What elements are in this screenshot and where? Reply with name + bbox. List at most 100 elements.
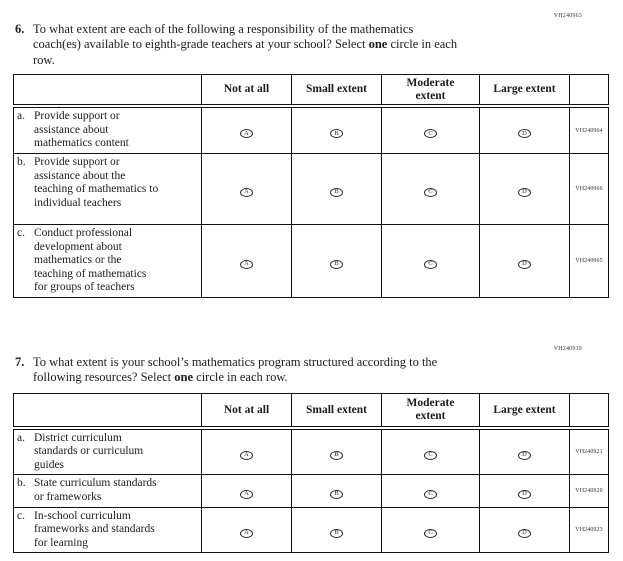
table-row: a. District curriculum standards or curr… <box>13 427 609 476</box>
row-stem: b. State curriculum standards or framewo… <box>13 474 202 508</box>
answer-bubble-a[interactable]: A <box>240 187 253 197</box>
question-7-response-table: Not at all Small extent Moderate extent … <box>13 393 609 554</box>
question-7-text-bold: one <box>174 370 194 384</box>
question-6-response-table: Not at all Small extent Moderate extent … <box>13 73 609 298</box>
answer-bubble-d[interactable]: D <box>518 450 531 460</box>
option-cell-small-extent: B <box>291 105 382 154</box>
row-accession-code: VH240965 <box>569 223 609 298</box>
row-accession-code: VH240966 <box>569 152 609 225</box>
row-label: State curriculum standards or frameworks <box>34 477 157 503</box>
answer-bubble-b[interactable]: B <box>330 129 343 139</box>
answer-bubble-b[interactable]: B <box>330 450 343 460</box>
row-letter: c. <box>17 509 25 522</box>
answer-bubble-d[interactable]: D <box>518 129 531 139</box>
question-7-text: To what extent is your school’s mathemat… <box>33 355 437 386</box>
answer-bubble-c[interactable]: C <box>424 489 437 499</box>
option-cell-small-extent: B <box>291 223 382 298</box>
answer-bubble-b[interactable]: B <box>330 528 343 538</box>
header-blank <box>13 73 202 109</box>
option-cell-large-extent: D <box>479 474 570 508</box>
option-cell-moderate-extent: C <box>381 506 480 554</box>
option-cell-not-at-all: A <box>201 152 292 225</box>
row-stem: a. District curriculum standards or curr… <box>13 427 202 476</box>
header-not-at-all: Not at all <box>201 393 292 430</box>
row-stem: c. In-school curriculum frameworks and s… <box>13 506 202 554</box>
answer-bubble-c[interactable]: C <box>424 129 437 139</box>
header-small-extent: Small extent <box>291 393 382 430</box>
row-label: Provide support or assistance about math… <box>34 110 129 150</box>
table-row: b. Provide support or assistance about t… <box>13 152 609 225</box>
header-row: Not at all Small extent Moderate extent … <box>13 73 609 109</box>
table-row: b. State curriculum standards or framewo… <box>13 474 609 508</box>
option-cell-moderate-extent: C <box>381 223 480 298</box>
option-cell-small-extent: B <box>291 474 382 508</box>
table-row: a. Provide support or assistance about m… <box>13 105 609 154</box>
row-label: In-school curriculum frameworks and stan… <box>34 509 155 549</box>
answer-bubble-c[interactable]: C <box>424 187 437 197</box>
header-moderate-extent: Moderate extent <box>381 393 480 430</box>
question-6-text-bold: one <box>368 37 388 52</box>
header-code-blank <box>569 393 609 430</box>
question-7-number: 7. <box>15 354 25 369</box>
question-6-number: 6. <box>15 22 25 36</box>
header-not-at-all: Not at all <box>201 73 292 109</box>
option-cell-not-at-all: A <box>201 105 292 154</box>
answer-bubble-d[interactable]: D <box>518 489 531 499</box>
row-letter: a. <box>17 431 25 444</box>
answer-bubble-b[interactable]: B <box>330 489 343 499</box>
header-code-blank <box>569 73 609 109</box>
table-row: c. Conduct professional development abou… <box>13 223 609 298</box>
option-cell-large-extent: D <box>479 427 570 476</box>
answer-bubble-d[interactable]: D <box>518 187 531 197</box>
answer-bubble-c[interactable]: C <box>424 528 437 538</box>
answer-bubble-a[interactable]: A <box>240 450 253 460</box>
option-cell-large-extent: D <box>479 506 570 554</box>
question-6-text-pre: To what extent are each of the following… <box>33 22 414 52</box>
row-stem: a. Provide support or assistance about m… <box>13 105 202 154</box>
header-large-extent: Large extent <box>479 73 570 109</box>
option-cell-moderate-extent: C <box>381 427 480 476</box>
spacer <box>0 385 623 393</box>
row-accession-code: VH240920 <box>569 474 609 508</box>
answer-bubble-d[interactable]: D <box>518 528 531 538</box>
question-6-text-post: circle in each row. <box>33 37 458 67</box>
spacer <box>0 298 623 345</box>
answer-bubble-b[interactable]: B <box>330 187 343 197</box>
row-label: Conduct professional development about m… <box>34 226 147 294</box>
row-stem: b. Provide support or assistance about t… <box>13 152 202 225</box>
question-6-accession-code: VH240963 <box>553 13 582 19</box>
question-7-section: VH240919 7. To what extent is your schoo… <box>0 345 623 554</box>
option-cell-large-extent: D <box>479 152 570 225</box>
header-moderate-extent: Moderate extent <box>381 73 480 109</box>
row-letter: c. <box>17 226 25 239</box>
row-label: Provide support or assistance about the … <box>34 155 159 209</box>
row-accession-code: VH240921 <box>569 427 609 476</box>
answer-bubble-a[interactable]: A <box>240 489 253 499</box>
question-7-text-pre: To what extent is your school’s mathemat… <box>33 354 438 384</box>
option-cell-small-extent: B <box>291 152 382 225</box>
row-label: District curriculum standards or curricu… <box>34 431 144 471</box>
row-letter: a. <box>17 110 25 123</box>
question-7-text-post: circle in each row. <box>193 370 288 384</box>
table-row: c. In-school curriculum frameworks and s… <box>13 506 609 554</box>
answer-bubble-a[interactable]: A <box>240 129 253 139</box>
header-blank <box>13 393 202 430</box>
header-row: Not at all Small extent Moderate extent … <box>13 393 609 430</box>
option-cell-moderate-extent: C <box>381 474 480 508</box>
question-7-accession-code: VH240919 <box>553 345 582 352</box>
option-cell-small-extent: B <box>291 427 382 476</box>
answer-bubble-d[interactable]: D <box>518 259 531 269</box>
row-accession-code: VH240923 <box>569 506 609 554</box>
answer-bubble-c[interactable]: C <box>424 450 437 460</box>
option-cell-not-at-all: A <box>201 427 292 476</box>
answer-bubble-a[interactable]: A <box>240 259 253 269</box>
answer-bubble-c[interactable]: C <box>424 259 437 269</box>
spacer <box>0 0 623 12</box>
row-stem: c. Conduct professional development abou… <box>13 223 202 298</box>
answer-bubble-b[interactable]: B <box>330 259 343 269</box>
answer-bubble-a[interactable]: A <box>240 528 253 538</box>
option-cell-not-at-all: A <box>201 506 292 554</box>
header-small-extent: Small extent <box>291 73 382 109</box>
option-cell-not-at-all: A <box>201 223 292 298</box>
